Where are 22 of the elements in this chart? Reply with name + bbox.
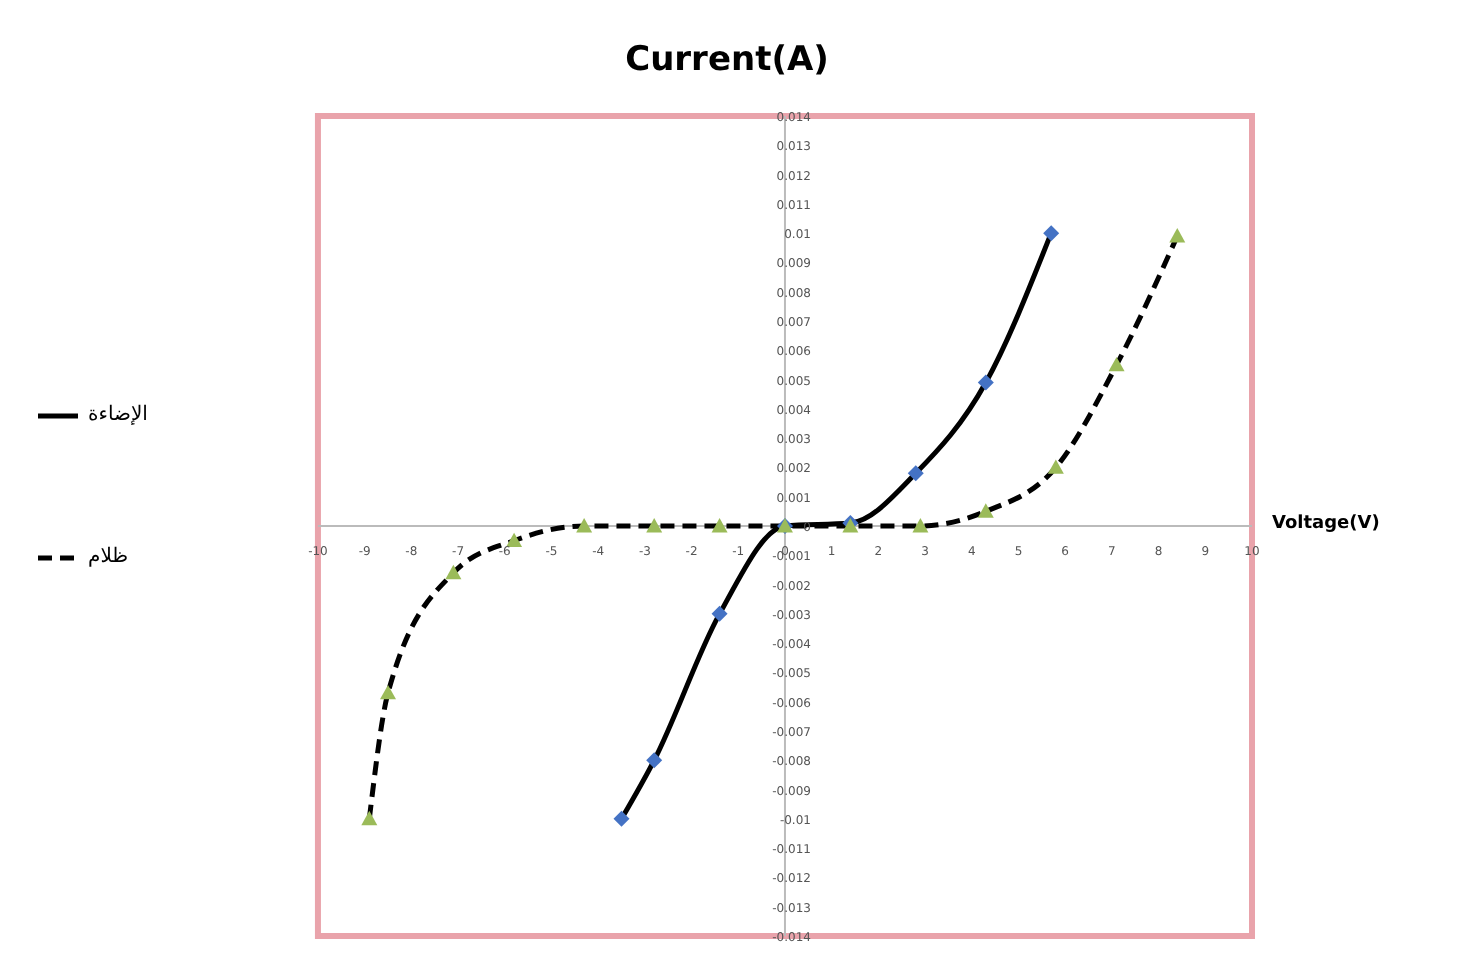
point <box>1043 225 1060 242</box>
point <box>1169 228 1186 243</box>
point <box>445 564 462 580</box>
point <box>1108 356 1125 372</box>
point <box>613 810 630 827</box>
x-axis-title: Voltage(V) <box>1272 514 1380 534</box>
point <box>506 532 523 548</box>
point <box>646 518 663 533</box>
point <box>977 503 994 518</box>
point <box>379 684 396 700</box>
legend-label: ظلام <box>88 546 129 568</box>
point <box>646 752 663 769</box>
point <box>912 518 929 533</box>
point <box>1047 459 1064 474</box>
point <box>361 810 378 826</box>
chart-title: Current(A) <box>623 40 831 80</box>
point <box>907 465 924 482</box>
legend-label: الإضاءة <box>88 404 148 426</box>
point <box>977 374 994 391</box>
point <box>576 518 593 533</box>
point <box>711 605 728 622</box>
point <box>711 518 728 533</box>
